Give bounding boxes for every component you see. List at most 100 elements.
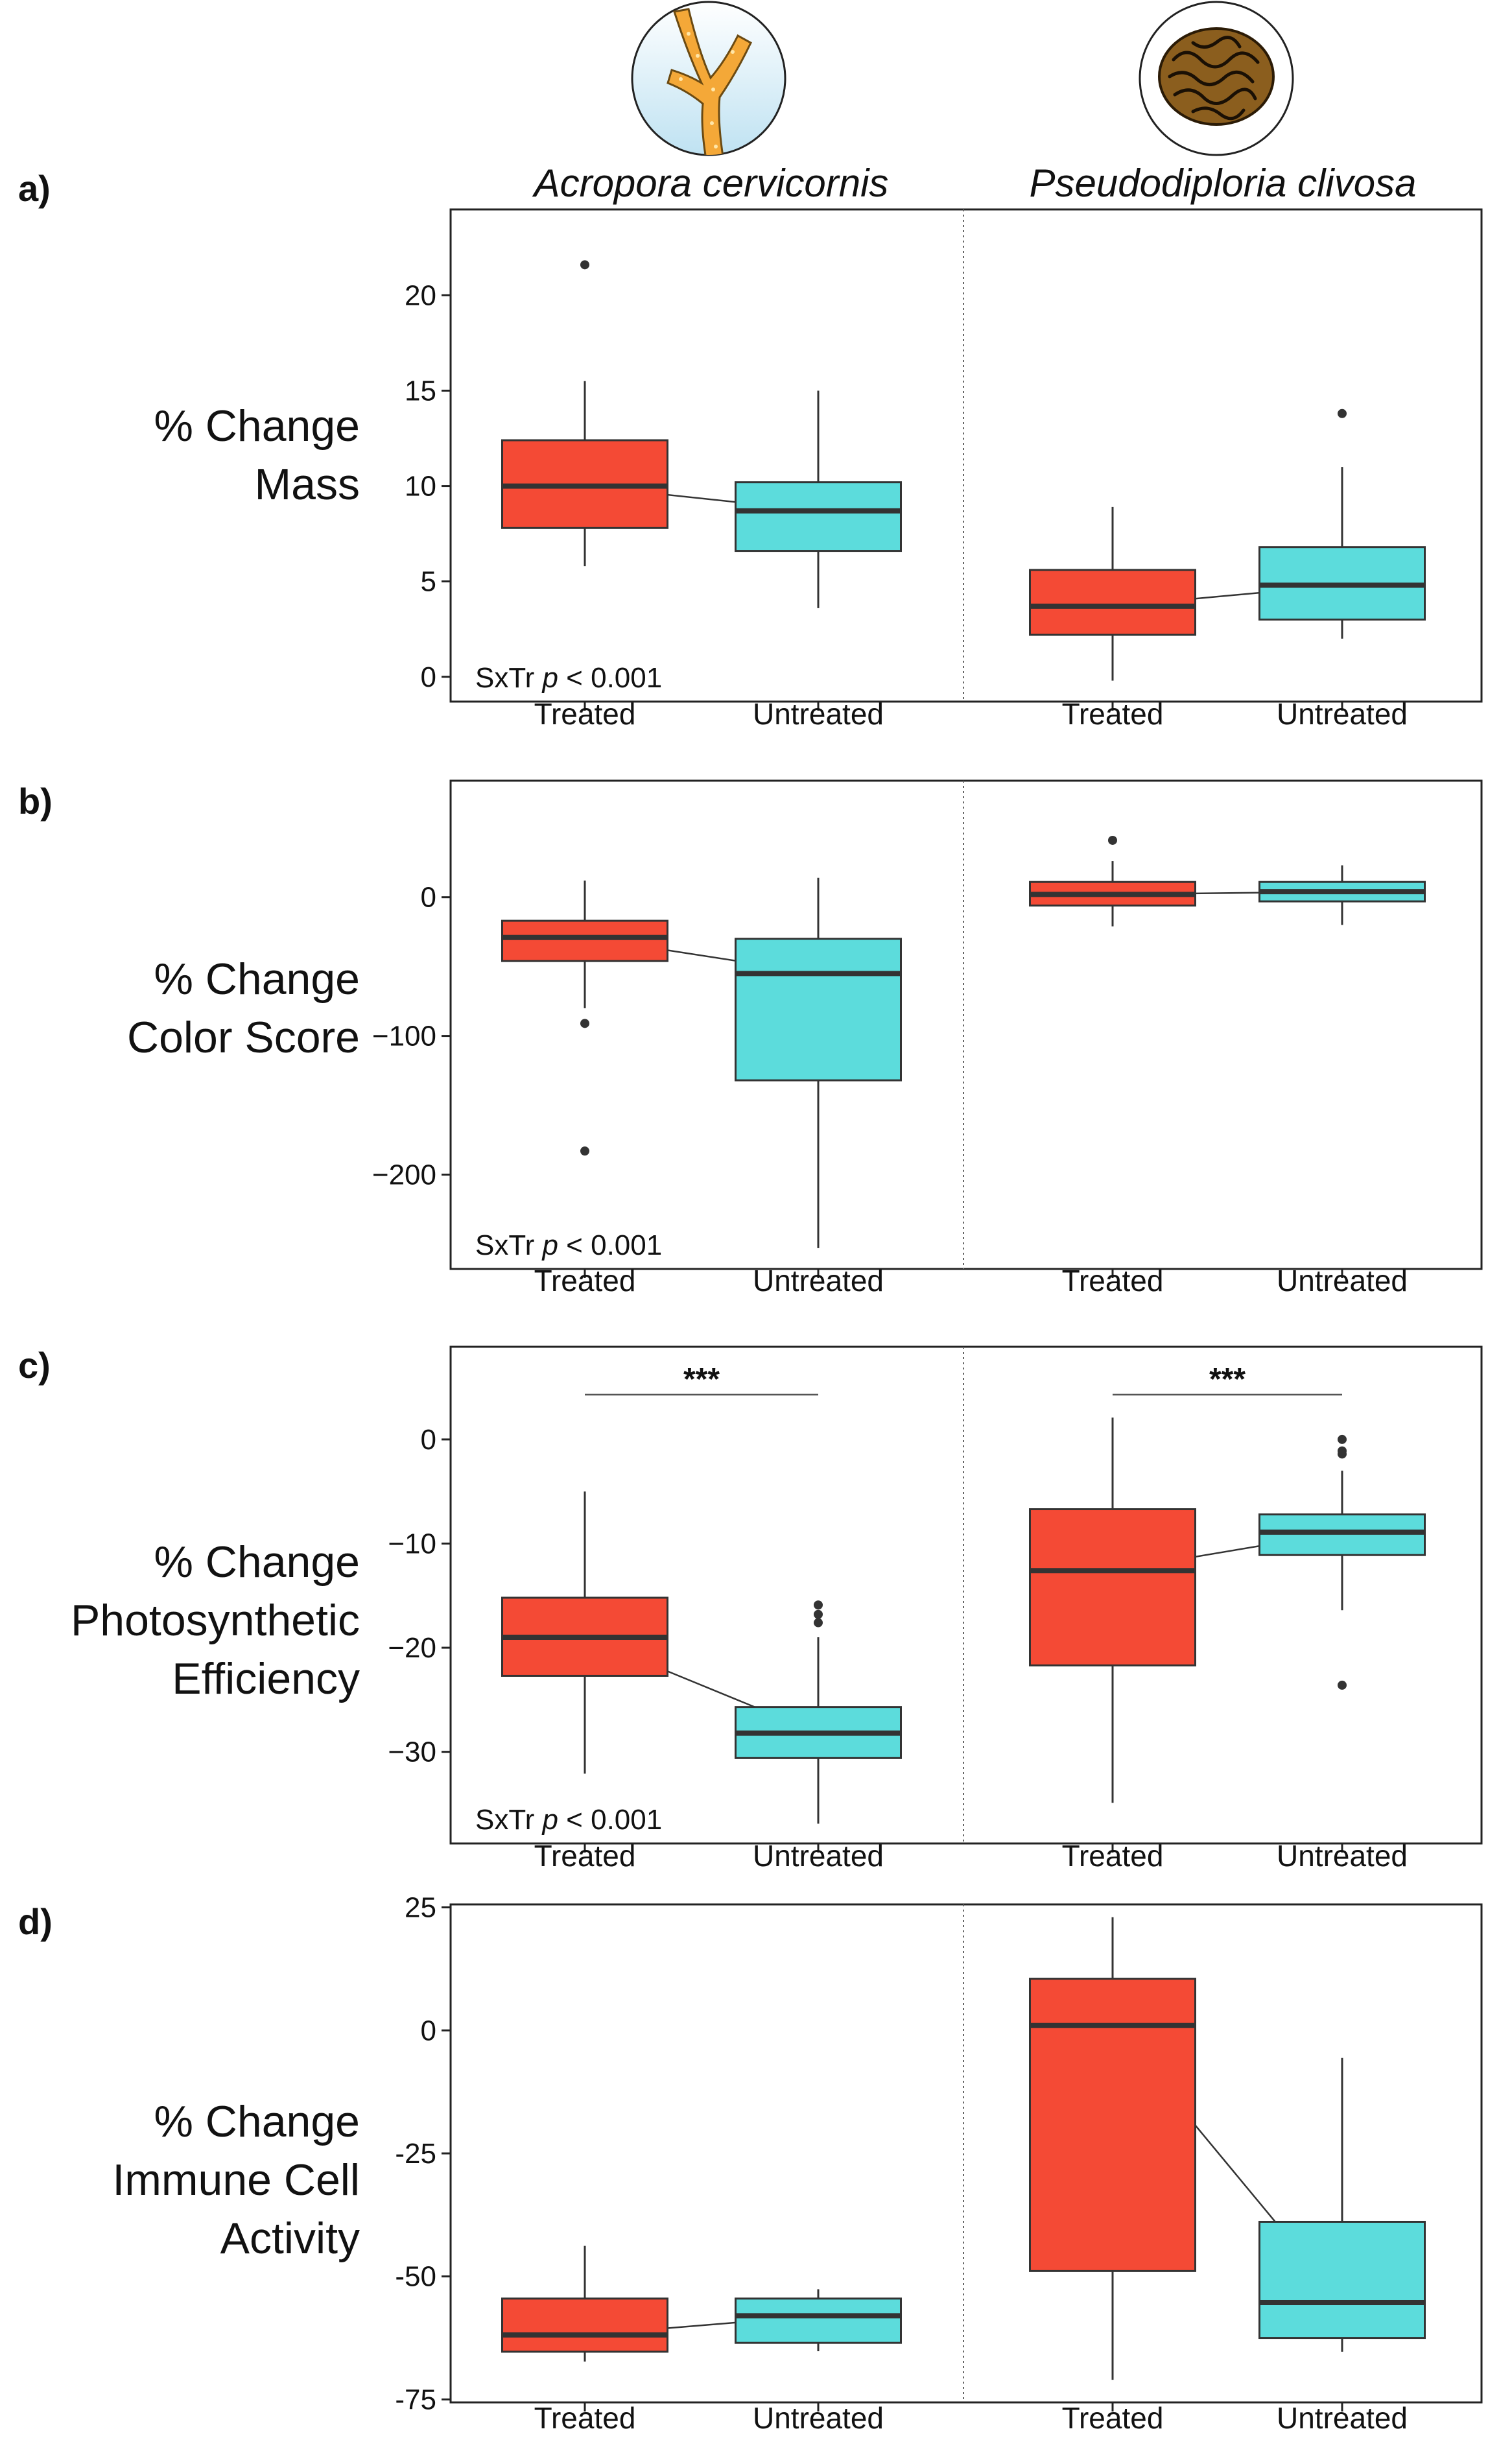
- interaction-annotation: SxTr p < 0.001: [475, 1229, 662, 1261]
- panel-label: b): [18, 781, 53, 822]
- y-axis-label-line: % Change: [154, 2097, 360, 2146]
- box-untreated: [735, 390, 902, 608]
- species-group: Treated Untreated: [501, 877, 902, 1297]
- plot-frame: [449, 208, 1483, 703]
- species-name-acropora: Acropora cervicornis: [532, 161, 889, 205]
- y-tick-label: 0: [421, 661, 436, 693]
- panel-label: a): [18, 168, 51, 209]
- branching-coral-icon: [631, 1, 786, 156]
- outlier-point: [1338, 1680, 1347, 1690]
- significance-marker: ***: [1113, 1362, 1342, 1397]
- box-iqr: [1258, 2220, 1426, 2340]
- x-tick-label: Treated: [1062, 1839, 1164, 1873]
- x-tick-label: Untreated: [753, 697, 884, 731]
- x-tick-label: Treated: [534, 697, 636, 731]
- y-tick-label: 0: [421, 882, 436, 914]
- plot-frame: [449, 1345, 1483, 1845]
- box-treated: [1029, 506, 1196, 681]
- box-untreated: [1258, 409, 1426, 639]
- species-group: Treated Untreated: [501, 1491, 902, 1873]
- box-untreated: [735, 2289, 902, 2352]
- box-iqr: [735, 938, 902, 1082]
- species-group: Treated Untreated: [501, 2245, 902, 2435]
- y-axis-label-line: % Change: [154, 401, 360, 451]
- box-untreated: [1258, 865, 1426, 925]
- x-tick-label: Treated: [534, 1264, 636, 1297]
- box-treated: [501, 260, 668, 567]
- y-tick-label: −30: [388, 1736, 436, 1768]
- y-tick-label: -25: [395, 2138, 436, 2170]
- y-tick-label: −100: [372, 1021, 436, 1052]
- species-group: Treated Untreated: [1029, 835, 1426, 1297]
- outlier-point: [580, 1019, 589, 1028]
- box-treated: [1029, 1417, 1196, 1803]
- significance-marker: ***: [585, 1362, 818, 1397]
- y-tick-label: 5: [421, 566, 436, 598]
- x-tick-label: Treated: [534, 1839, 636, 1873]
- box-iqr: [1258, 1513, 1426, 1556]
- y-axis-label-line: Efficiency: [172, 1654, 360, 1703]
- y-tick-label: 0: [421, 2015, 436, 2046]
- species-group: Treated Untreated: [501, 260, 902, 731]
- box-iqr: [1029, 569, 1196, 636]
- box-iqr: [501, 2297, 668, 2353]
- y-axis-label-line: Color Score: [127, 1013, 360, 1062]
- interaction-annotation: SxTr p < 0.001: [475, 1804, 662, 1836]
- panel-label: c): [18, 1345, 51, 1386]
- panel-label: d): [18, 1901, 53, 1942]
- outlier-point: [1338, 1434, 1347, 1444]
- x-tick-label: Untreated: [1277, 2401, 1408, 2435]
- x-tick-label: Untreated: [1277, 1839, 1408, 1873]
- x-tick-label: Treated: [1062, 1264, 1164, 1297]
- interaction-annotation: SxTr p < 0.001: [475, 662, 662, 694]
- outlier-point: [1338, 409, 1347, 418]
- plot-frame: [449, 779, 1483, 1270]
- box-treated: [501, 881, 668, 1156]
- y-axis-label-line: % Change: [154, 954, 360, 1004]
- panel-3: d) % Change Immune Cell Activity -75 -50 -25 0 2…: [18, 1892, 1483, 2435]
- box-untreated: [1258, 2057, 1426, 2352]
- box-treated: [501, 1491, 668, 1774]
- y-axis-label-line: Immune Cell: [112, 2155, 360, 2205]
- species-group: Treated Untreated: [1029, 409, 1426, 731]
- y-axis-label-line: Mass: [255, 460, 360, 509]
- x-tick-label: Treated: [1062, 2401, 1164, 2435]
- box-treated: [501, 2245, 668, 2362]
- y-tick-label: 25: [405, 1892, 436, 1924]
- species-group: Treated Untreated: [1029, 1417, 1426, 1873]
- y-tick-label: −10: [388, 1528, 436, 1560]
- y-axis-label-line: % Change: [154, 1537, 360, 1587]
- box-iqr: [1029, 1508, 1196, 1666]
- box-untreated: [735, 877, 902, 1248]
- box-iqr: [735, 481, 902, 552]
- outlier-point: [814, 1600, 823, 1610]
- significance-stars: ***: [683, 1362, 720, 1397]
- y-axis-label-line: Activity: [220, 2214, 360, 2263]
- outlier-point: [580, 260, 589, 270]
- outlier-point: [814, 1609, 823, 1619]
- y-axis-label-line: Photosynthetic: [71, 1596, 360, 1645]
- box-iqr: [1029, 1978, 1196, 2272]
- box-untreated: [1258, 1434, 1426, 1690]
- box-untreated: [735, 1600, 902, 1824]
- y-tick-label: -75: [395, 2384, 436, 2415]
- y-tick-label: 20: [405, 279, 436, 311]
- x-tick-label: Untreated: [1277, 697, 1408, 731]
- y-tick-label: 10: [405, 471, 436, 503]
- x-tick-label: Treated: [534, 2401, 636, 2435]
- outlier-point: [1338, 1449, 1347, 1459]
- x-tick-label: Untreated: [753, 1839, 884, 1873]
- panel-2: c) % Change Photosynthetic Efficiency −30 −20…: [18, 1345, 1483, 1873]
- outlier-point: [1108, 835, 1117, 845]
- x-tick-label: Untreated: [753, 2401, 884, 2435]
- species-name-pseudodiploria: Pseudodiploria clivosa: [1029, 161, 1416, 205]
- x-tick-label: Treated: [1062, 697, 1164, 731]
- box-iqr: [501, 919, 668, 962]
- species-group: Treated Untreated: [1029, 1917, 1426, 2435]
- x-tick-label: Untreated: [1277, 1264, 1408, 1297]
- box-iqr: [735, 2297, 902, 2344]
- box-treated: [1029, 835, 1196, 927]
